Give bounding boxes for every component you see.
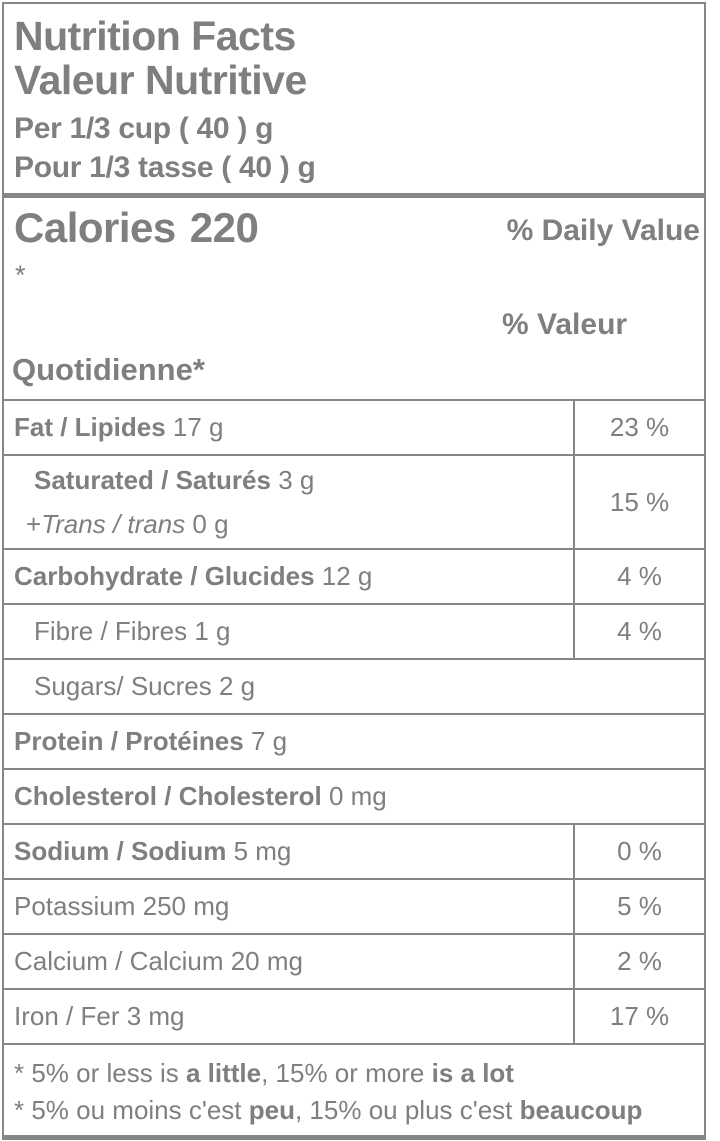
trans-amount: 0 g xyxy=(185,508,229,539)
nutrient-text: Sugars/ Sucres 2 g xyxy=(4,660,704,713)
nutrient-row-sodium: Sodium / Sodium 5 mg 0 % xyxy=(4,823,704,878)
nutrient-percent: 0 % xyxy=(573,825,704,878)
serving-size-en: Per 1/3 cup ( 40 ) g xyxy=(14,112,274,145)
nutrient-row-cholesterol: Cholesterol / Cholesterol 0 mg xyxy=(4,768,704,823)
footnote-fr-text-2: , 15% ou plus c'est xyxy=(294,1095,520,1125)
footnote-en: * 5% or less is a little, 15% or more is… xyxy=(14,1055,694,1092)
nutrient-text: Protein / Protéines 7 g xyxy=(4,715,704,768)
nutrient-name: Saturated / Saturés xyxy=(34,464,271,495)
nutrient-name: Cholesterol / Cholesterol xyxy=(14,781,322,811)
nutrient-amount: 17 g xyxy=(165,412,224,442)
nutrient-name: Calcium / Calcium 20 mg xyxy=(14,946,303,976)
nutrient-amount: 3 g xyxy=(270,464,315,495)
nutrient-text: Carbohydrate / Glucides 12 g xyxy=(4,550,573,603)
nutrient-row-calcium: Calcium / Calcium 20 mg 2 % xyxy=(4,933,704,988)
calories-label: Calories xyxy=(14,204,176,251)
nutrient-row-sugars: Sugars/ Sucres 2 g xyxy=(4,658,704,713)
nutrient-text: Fibre / Fibres 1 g xyxy=(4,605,573,658)
nutrient-name: Fibre / Fibres 1 g xyxy=(34,616,231,646)
footnote-en-text-1: * 5% or less is xyxy=(14,1058,186,1088)
footnote-marker: * xyxy=(15,260,26,290)
nutrient-text: Sodium / Sodium 5 mg xyxy=(4,825,573,878)
nutrient-name: Sodium / Sodium xyxy=(14,836,227,866)
nutrient-percent: 15 % xyxy=(573,456,704,548)
trans-name: Trans / trans xyxy=(41,508,186,539)
footnote-fr: * 5% ou moins c'est peu, 15% ou plus c'e… xyxy=(14,1092,694,1129)
nutrient-row-fibre: Fibre / Fibres 1 g 4 % xyxy=(4,603,704,658)
nutrient-name: Protein / Protéines xyxy=(14,726,244,756)
calories-value: 220 xyxy=(189,204,259,251)
nutrient-percent: 5 % xyxy=(573,880,704,933)
calories-row: Calories 220 xyxy=(14,204,259,252)
footnote-en-text-2: , 15% or more xyxy=(261,1058,432,1088)
nutrient-text: Cholesterol / Cholesterol 0 mg xyxy=(4,770,704,823)
footnote-fr-text-1: * 5% ou moins c'est xyxy=(14,1095,249,1125)
nutrient-row-protein: Protein / Protéines 7 g xyxy=(4,713,704,768)
nutrient-name: Sugars/ Sucres 2 g xyxy=(34,671,256,701)
title-fr: Valeur Nutritive xyxy=(14,57,307,103)
trans-prefix: + xyxy=(26,508,42,539)
nutrient-text: Iron / Fer 3 mg xyxy=(4,990,573,1043)
nutrient-percent: 4 % xyxy=(573,605,704,658)
thick-divider xyxy=(4,193,704,198)
nutrient-text: Fat / Lipides 17 g xyxy=(4,401,573,454)
daily-value-heading-en: % Daily Value xyxy=(506,214,700,247)
footnote-fr-bold-2: beaucoup xyxy=(519,1095,643,1125)
nutrient-text: Calcium / Calcium 20 mg xyxy=(4,935,573,988)
nutrient-amount: 5 mg xyxy=(226,836,292,866)
nutrient-text: Potassium 250 mg xyxy=(4,880,573,933)
serving-size-fr: Pour 1/3 tasse ( 40 ) g xyxy=(14,151,316,184)
nutrient-text: Saturated / Saturés 3 g +Trans / trans 0… xyxy=(4,456,573,548)
nutrient-row-fat: Fat / Lipides 17 g 23 % xyxy=(4,399,704,454)
nutrient-amount: 0 mg xyxy=(321,781,387,811)
nutrient-row-carbohydrate: Carbohydrate / Glucides 12 g 4 % xyxy=(4,548,704,603)
nutrient-amount: 12 g xyxy=(314,561,373,591)
nutrient-percent: 23 % xyxy=(573,401,704,454)
nutrient-amount: 7 g xyxy=(243,726,288,756)
nutrient-row-saturated-trans: Saturated / Saturés 3 g +Trans / trans 0… xyxy=(4,454,704,548)
daily-value-heading-fr-line1: % Valeur xyxy=(502,308,628,341)
nutrient-percent: 4 % xyxy=(573,550,704,603)
nutrient-percent: 2 % xyxy=(573,935,704,988)
daily-value-heading-fr-line2: Quotidienne* xyxy=(12,352,205,387)
calories-section: Calories 220 % Daily Value * % Valeur Quo… xyxy=(4,198,704,399)
nutrient-row-iron: Iron / Fer 3 mg 17 % xyxy=(4,988,704,1043)
label-header: Nutrition Facts Valeur Nutritive Per 1/3… xyxy=(4,4,704,193)
title-en: Nutrition Facts xyxy=(14,13,296,59)
footnote-en-bold-1: a little xyxy=(185,1058,262,1088)
nutrient-row-potassium: Potassium 250 mg 5 % xyxy=(4,878,704,933)
nutrition-facts-label: Nutrition Facts Valeur Nutritive Per 1/3… xyxy=(2,2,706,1140)
footnote-en-bold-2: is a lot xyxy=(431,1058,514,1088)
footnote-fr-bold-1: peu xyxy=(248,1095,295,1125)
nutrient-name: Iron / Fer 3 mg xyxy=(14,1001,185,1031)
nutrient-name: Fat / Lipides xyxy=(14,412,166,442)
footnotes-section: * 5% or less is a little, 15% or more is… xyxy=(4,1043,704,1135)
nutrient-name: Carbohydrate / Glucides xyxy=(14,561,315,591)
nutrient-name: Potassium 250 mg xyxy=(14,891,230,921)
nutrient-percent: 17 % xyxy=(573,990,704,1043)
